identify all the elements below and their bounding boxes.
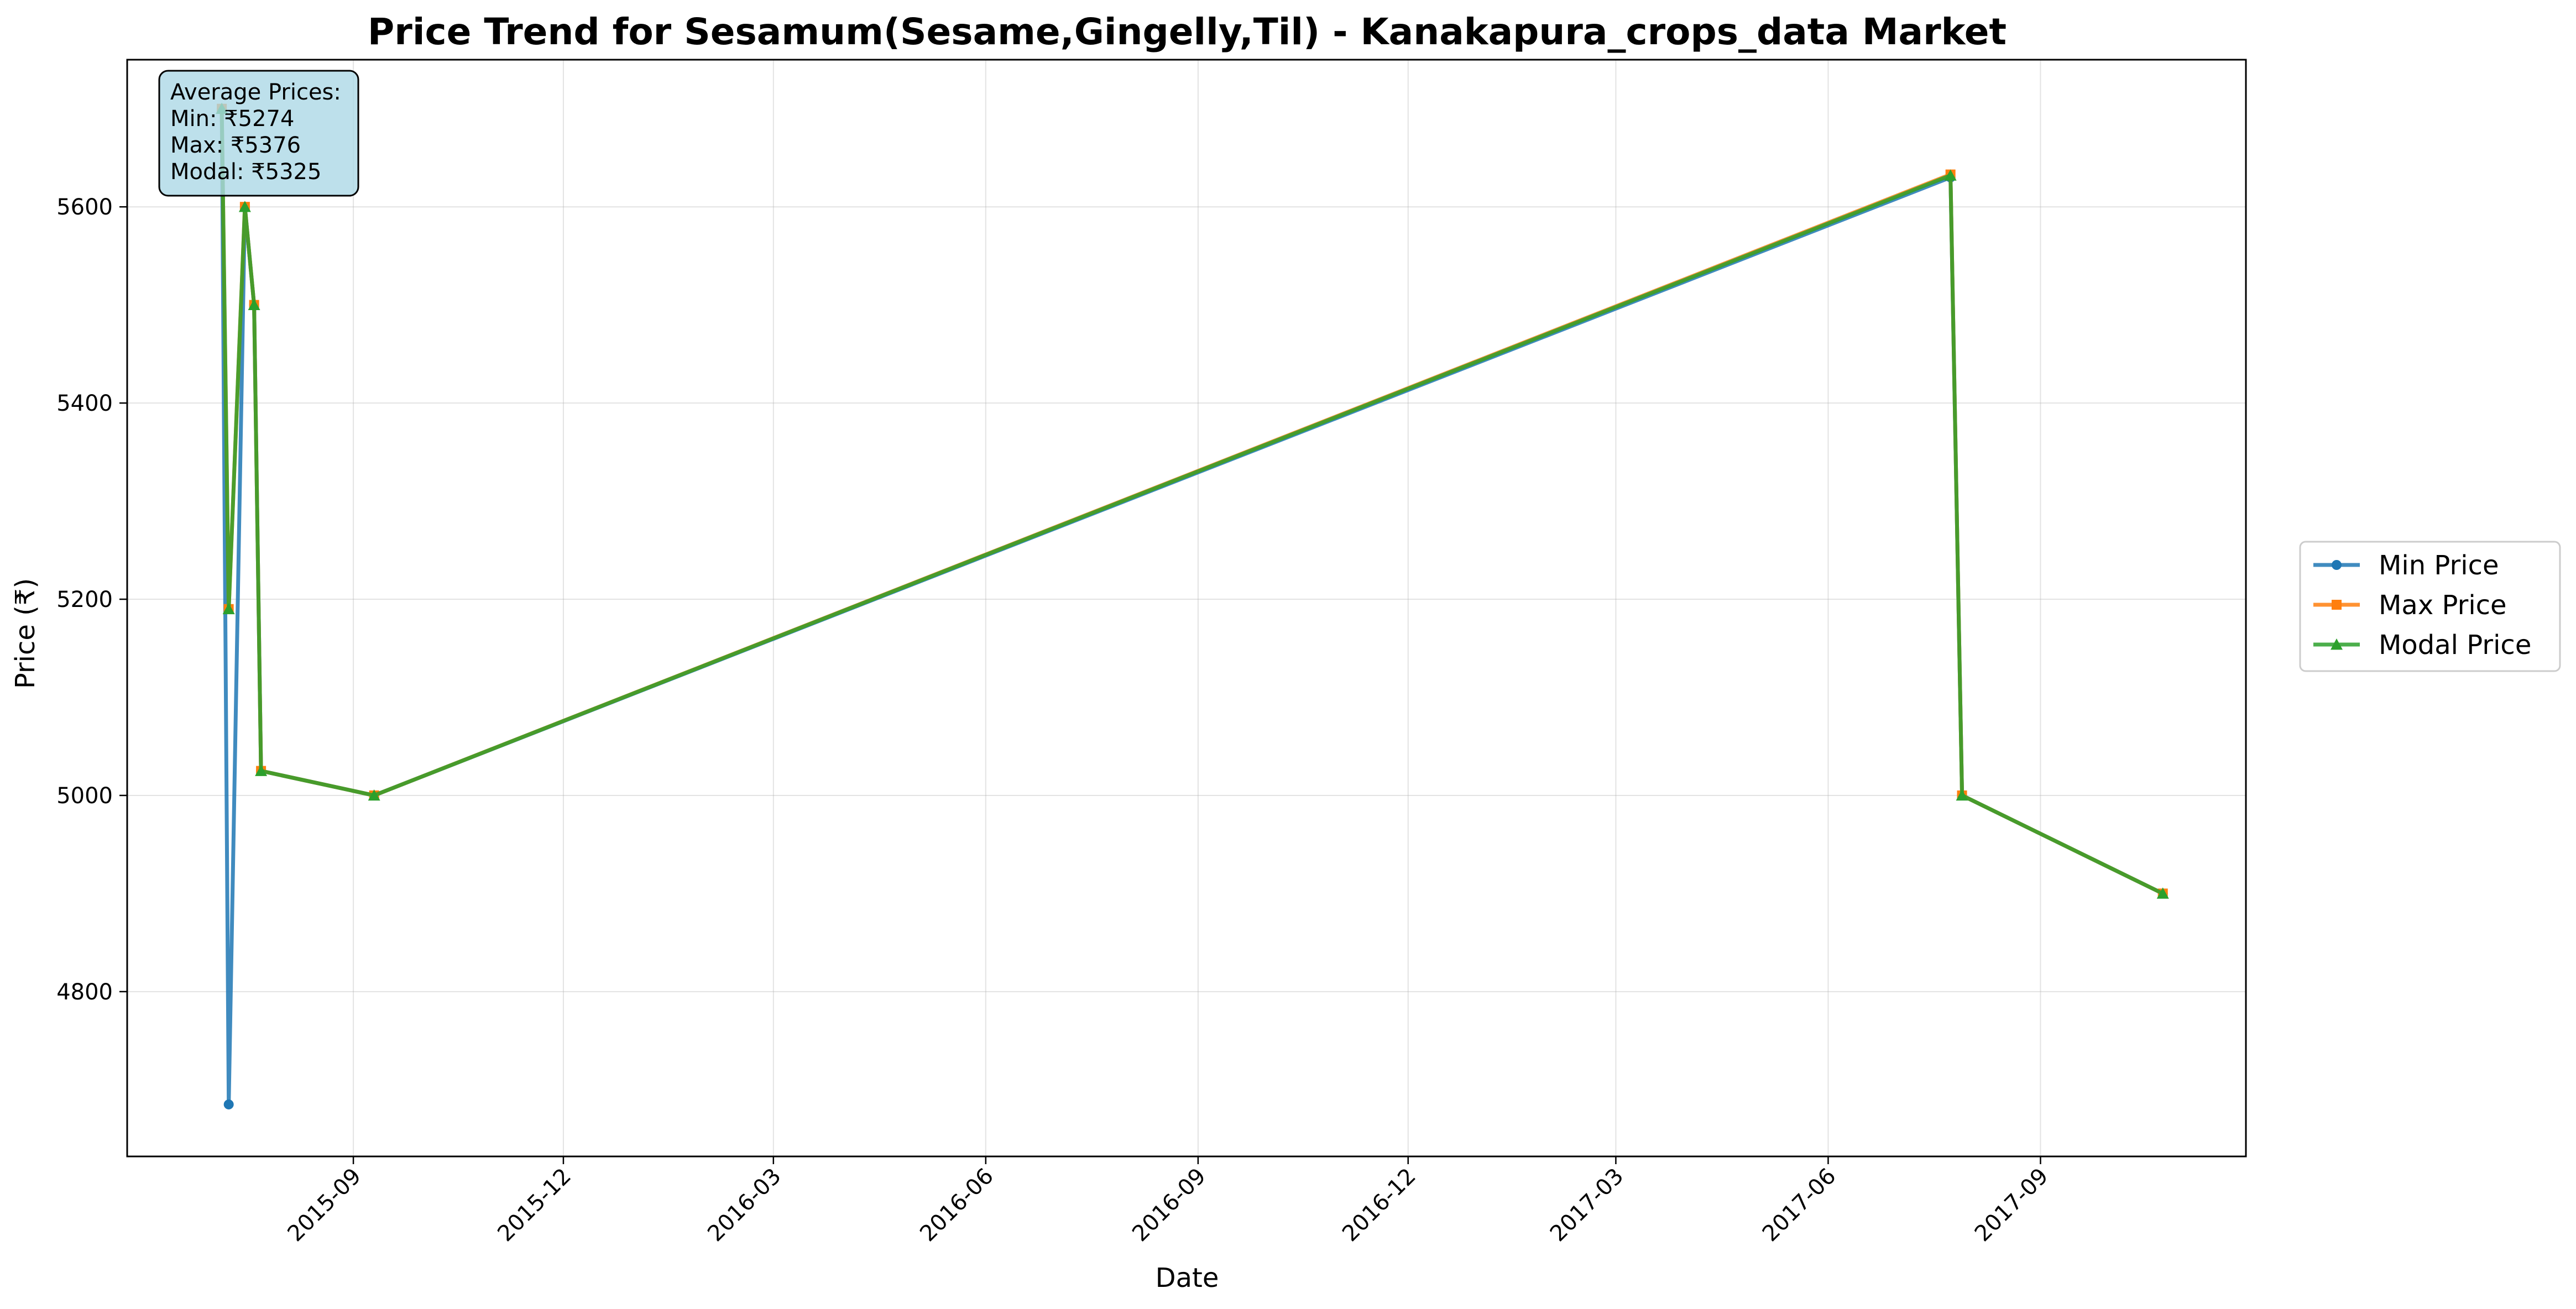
- annotation-line: Modal: ₹5325: [170, 159, 321, 185]
- plot-area: 2015-09 2015-12 2016-03 2016-06 2016-09 2016-…: [56, 59, 2247, 1247]
- y-tick-label: 5400: [56, 391, 113, 416]
- y-tick-label: 5200: [56, 587, 113, 612]
- y-tick-label: 5600: [56, 195, 113, 220]
- data-point-modal-price: [222, 603, 235, 615]
- annotation-line: Max: ₹5376: [170, 133, 301, 158]
- data-point-modal-price: [2156, 887, 2169, 899]
- chart-title: Price Trend for Sesamum(Sesame,Gingelly,…: [368, 11, 2007, 53]
- x-axis-label: Date: [1156, 1263, 1219, 1294]
- data-point-modal-price: [1956, 789, 1968, 801]
- data-point-modal-price: [248, 299, 260, 310]
- legend-marker-min-price: [2332, 560, 2342, 570]
- plot-background: [127, 60, 2246, 1156]
- legend-label-modal-price: Modal Price: [2379, 630, 2531, 661]
- plot-frame: [126, 59, 2247, 1158]
- annotation-box: [158, 70, 359, 197]
- legend: Min Price Max Price Modal Price: [2299, 541, 2561, 672]
- legend-label-max-price: Max Price: [2379, 590, 2507, 621]
- data-point-modal-price: [255, 765, 268, 776]
- data-point-modal-price: [238, 201, 251, 212]
- data-point-modal-price: [368, 789, 380, 801]
- legend-box: [2299, 541, 2561, 672]
- y-tick-label: 4800: [56, 980, 113, 1005]
- data-point-min-price: [223, 1099, 234, 1109]
- legend-marker-max-price: [2332, 600, 2342, 610]
- y-tick-label: 5000: [56, 783, 113, 809]
- series-group: [216, 102, 2169, 1109]
- legend-marker-modal-price: [2331, 638, 2343, 650]
- legend-label-min-price: Min Price: [2379, 550, 2499, 581]
- data-point-modal-price: [1944, 169, 1957, 181]
- annotation-line: Min: ₹5274: [170, 106, 294, 132]
- annotation-line: Average Prices:: [170, 80, 341, 105]
- y-axis-label: Price (₹): [10, 578, 41, 689]
